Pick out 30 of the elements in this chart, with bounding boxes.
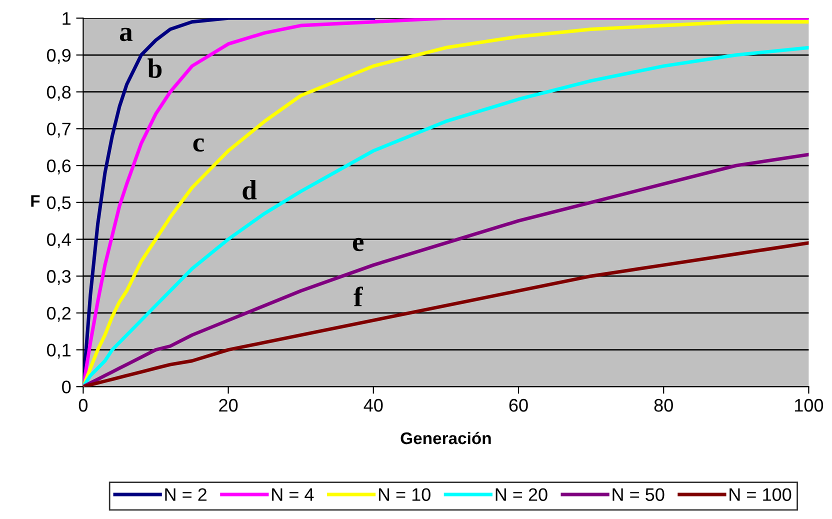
annotation: d — [242, 180, 257, 200]
annotation: f — [354, 286, 364, 306]
y-tick-label: 0,2 — [47, 306, 70, 322]
annotation: c — [193, 138, 204, 152]
y-tick-label: 0,6 — [47, 159, 71, 174]
y-tick-label: 0 — [62, 380, 71, 394]
y-axis-title: F — [31, 195, 40, 207]
y-tick-label: 0,4 — [47, 233, 71, 248]
x-tick-label: 0 — [78, 398, 88, 412]
y-tick-label: 0,5 — [47, 196, 71, 212]
legend-label: N = 50 — [612, 488, 664, 501]
x-tick-label: 40 — [364, 398, 383, 412]
x-tick-label: 80 — [654, 398, 673, 412]
legend-label: N = 4 — [272, 488, 314, 501]
y-tick-label: 1 — [62, 12, 71, 25]
y-tick-label: 0,3 — [47, 270, 71, 285]
legend-label: N = 100 — [730, 488, 792, 501]
y-tick-label: 0,1 — [47, 344, 71, 359]
y-tick-label: 0,9 — [47, 48, 71, 64]
legend-label: N = 20 — [496, 488, 548, 501]
x-axis-title: Generación — [400, 432, 491, 444]
y-tick-label: 0,7 — [47, 122, 70, 138]
y-tick-label: 0,8 — [47, 86, 71, 101]
x-tick-label: 100 — [795, 398, 824, 412]
annotation: a — [120, 28, 132, 42]
x-tick-label: 20 — [219, 398, 238, 412]
legend-label: N = 2 — [165, 488, 207, 501]
x-tick-label: 60 — [509, 398, 528, 412]
annotation: b — [148, 58, 162, 78]
legend-label: N = 10 — [378, 488, 430, 501]
